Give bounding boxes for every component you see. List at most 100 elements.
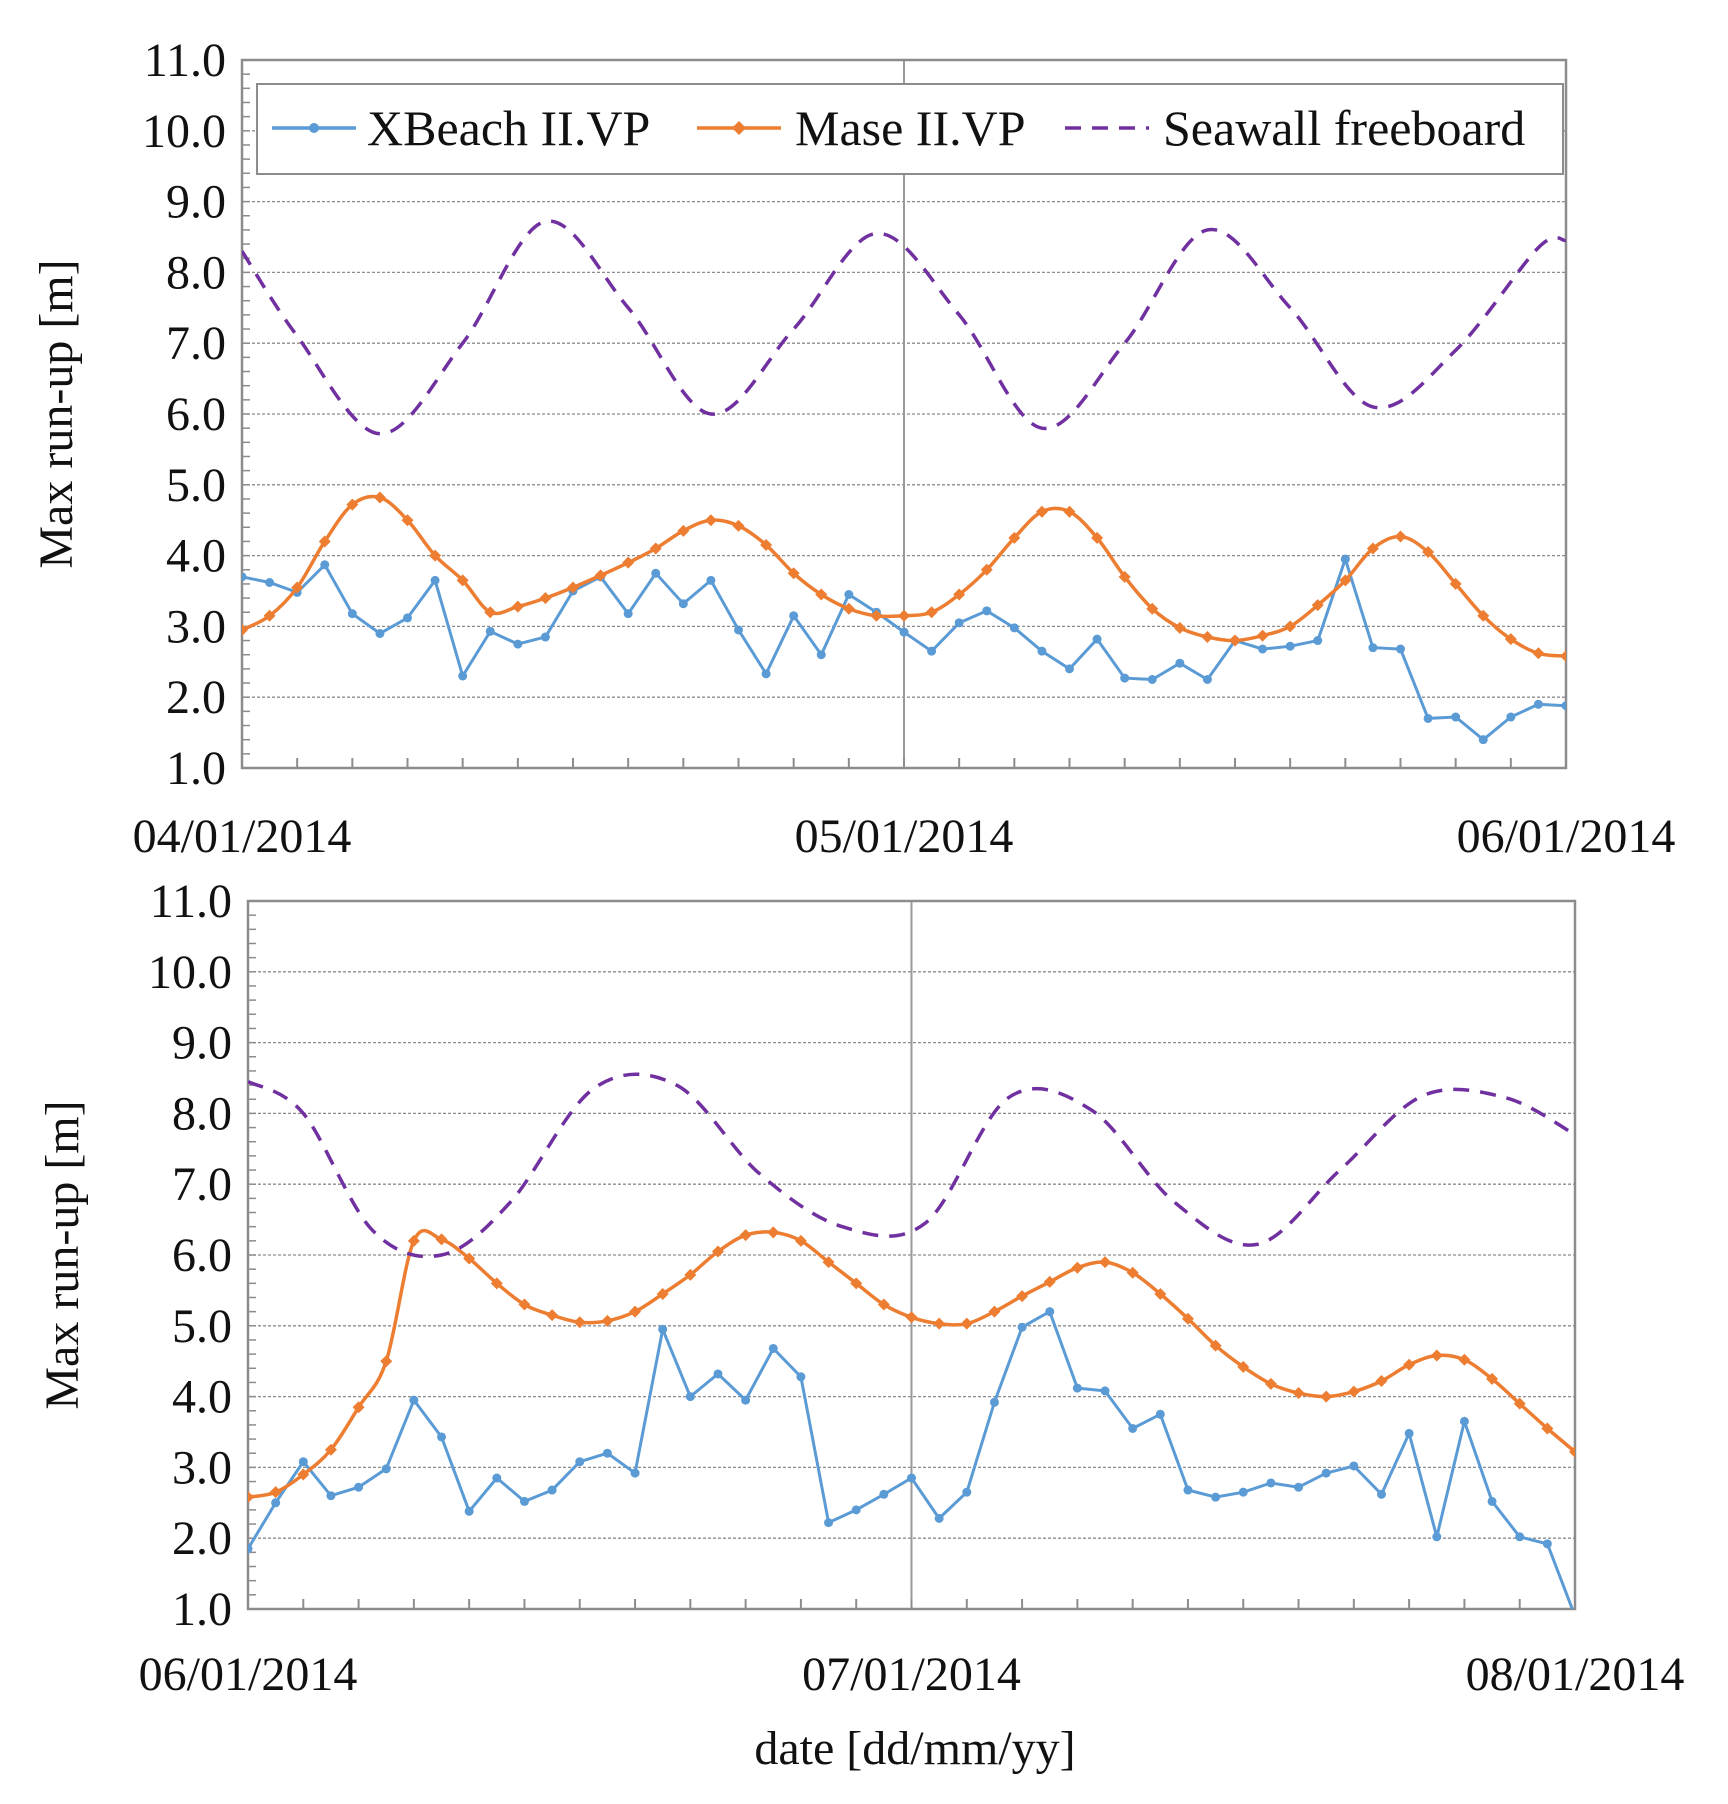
data-point-xbeach <box>409 1395 419 1405</box>
data-point-xbeach <box>602 1448 612 1458</box>
data-point-mase <box>242 623 248 636</box>
data-point-xbeach <box>381 1464 391 1474</box>
data-point-mase <box>1320 1390 1333 1403</box>
data-point-mase <box>1394 530 1407 543</box>
data-point-xbeach <box>844 590 854 600</box>
data-point-mase <box>1541 1422 1554 1435</box>
date-label: 06/01/2014 <box>139 1648 358 1701</box>
data-point-mase <box>684 1268 697 1281</box>
data-point-xbeach <box>265 578 275 588</box>
data-point-xbeach <box>1120 673 1130 683</box>
data-point-xbeach <box>982 606 992 616</box>
chart-bottom: 1.0 2.0 3.0 4.0 5.0 6.0 7.0 8.0 9.0 10.0 11.0 Max r… <box>36 875 1684 1701</box>
data-point-xbeach <box>623 609 633 619</box>
data-point-mase <box>297 1468 310 1481</box>
data-point-xbeach <box>1045 1307 1055 1317</box>
legend-label: Mase II.VP <box>795 100 1026 156</box>
data-point-xbeach <box>1017 1322 1027 1332</box>
data-point-mase <box>925 606 938 619</box>
y-tick-label: 1.0 <box>172 1583 232 1636</box>
legend-marker-circle <box>309 123 319 133</box>
data-point-mase <box>429 549 442 562</box>
data-point-xbeach <box>761 669 771 679</box>
data-point-xbeach <box>492 1473 502 1483</box>
data-point-xbeach <box>326 1491 336 1501</box>
series-line-seawall-freeboard <box>248 1072 1575 1259</box>
data-point-mase <box>850 1277 863 1290</box>
data-point-xbeach <box>1072 1383 1082 1393</box>
data-point-xbeach <box>907 1473 916 1483</box>
data-point-xbeach <box>713 1369 723 1379</box>
plot-area <box>242 219 1566 745</box>
data-point-mase <box>539 592 552 605</box>
data-point-mase <box>1458 1353 1471 1366</box>
data-point-mase <box>704 514 717 527</box>
data-point-xbeach <box>464 1506 474 1516</box>
data-point-mase <box>407 1234 420 1247</box>
data-point-xbeach <box>271 1498 281 1508</box>
data-point-mase <box>794 1234 807 1247</box>
data-point-xbeach <box>651 568 661 578</box>
data-point-xbeach <box>1183 1485 1193 1495</box>
y-tick-label: 9.0 <box>166 176 226 229</box>
data-point-mase <box>1532 647 1545 660</box>
data-point-mase <box>1311 599 1324 612</box>
data-point-mase <box>1008 531 1021 544</box>
data-point-mase <box>815 588 828 601</box>
data-point-xbeach <box>1561 701 1566 711</box>
y-tick-label: 4.0 <box>166 530 226 583</box>
date-label: 08/01/2014 <box>1466 1648 1685 1701</box>
data-point-xbeach <box>1376 1489 1386 1499</box>
data-point-xbeach <box>678 599 688 609</box>
data-point-mase <box>1366 542 1379 555</box>
data-point-xbeach <box>796 1372 806 1382</box>
data-point-mase <box>1099 1256 1112 1269</box>
legend: XBeach II.VP Mase II.VP Seawall freeboard <box>256 83 1564 175</box>
data-point-xbeach <box>1258 644 1268 654</box>
y-tick-label: 5.0 <box>172 1300 232 1353</box>
data-point-xbeach <box>1542 1539 1552 1549</box>
data-point-xbeach <box>540 632 550 642</box>
data-point-mase <box>739 1229 752 1242</box>
date-label: 05/01/2014 <box>795 810 1014 863</box>
data-point-mase <box>1375 1375 1388 1388</box>
data-point-xbeach <box>1313 636 1323 646</box>
data-point-mase <box>870 609 883 622</box>
data-point-mase <box>490 1277 503 1290</box>
data-point-xbeach <box>403 613 412 623</box>
y-tick-label: 7.0 <box>166 317 226 370</box>
data-point-xbeach <box>1092 634 1102 644</box>
data-point-xbeach <box>347 609 357 619</box>
data-point-mase <box>629 1305 642 1318</box>
data-point-mase <box>1181 1312 1194 1325</box>
data-point-mase <box>380 1355 393 1368</box>
data-point-mase <box>594 569 607 582</box>
data-point-xbeach <box>1533 699 1543 709</box>
data-point-xbeach <box>1128 1423 1138 1433</box>
data-point-xbeach <box>485 626 495 636</box>
data-point-mase <box>1569 1445 1575 1458</box>
data-point-xbeach <box>927 646 937 656</box>
y-tick-label: 11.0 <box>144 34 226 87</box>
series-line-seawall-freeboard <box>242 219 1566 436</box>
data-point-mase <box>988 1305 1001 1318</box>
data-point-mase <box>291 581 304 594</box>
data-point-xbeach <box>1368 643 1378 653</box>
gridlines <box>248 901 1575 1609</box>
plot-area <box>248 1072 1580 1621</box>
data-point-mase <box>324 1443 337 1456</box>
data-point-xbeach <box>1478 735 1488 745</box>
data-point-mase <box>435 1233 448 1246</box>
data-point-mase <box>960 1317 973 1330</box>
data-point-xbeach <box>824 1518 834 1528</box>
data-point-xbeach <box>1340 554 1350 564</box>
data-point-xbeach <box>1571 1612 1580 1621</box>
data-point-mase <box>787 567 800 580</box>
data-point-mase <box>842 602 855 615</box>
data-point-xbeach <box>1238 1487 1248 1497</box>
y-tick-label: 8.0 <box>172 1087 232 1140</box>
data-point-xbeach <box>242 572 247 582</box>
plot-frame <box>246 899 1577 1611</box>
date-labels: 06/01/2014 07/01/2014 08/01/2014 <box>139 1648 1685 1701</box>
plot-frame <box>240 58 1568 770</box>
